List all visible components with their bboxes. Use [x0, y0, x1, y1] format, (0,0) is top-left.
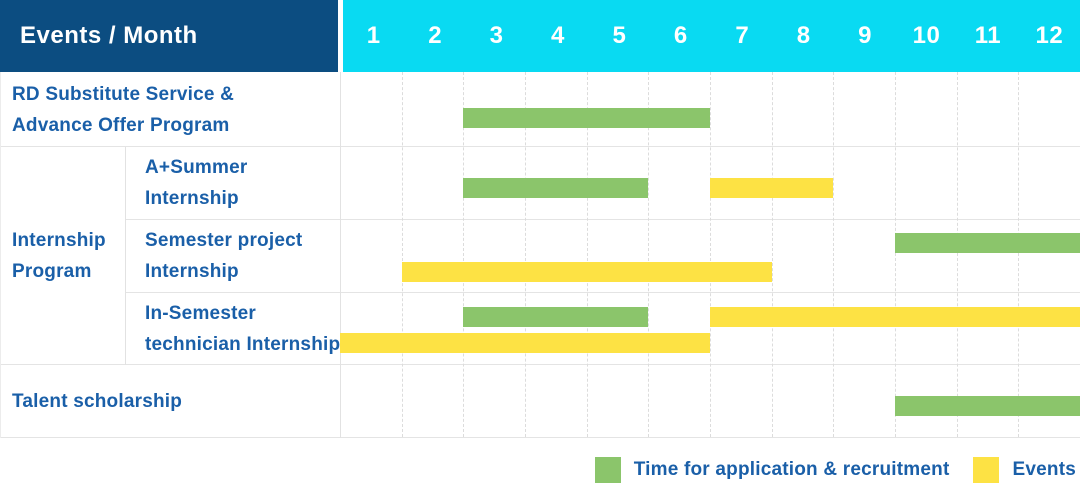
month-label-2: 2 [428, 22, 443, 49]
bar-yellow-row2-m7-m8 [710, 178, 834, 198]
bar-yellow-row4-m7-m12 [710, 307, 1080, 327]
row-divider [0, 146, 1080, 147]
bar-green-row5-m10-m12 [895, 396, 1080, 416]
bar-green-row4-m3-m5 [463, 307, 649, 327]
label-column-divider [125, 147, 126, 365]
row-label-a-summer-internship: A+Summer Internship [145, 157, 248, 209]
bar-green-row2-m3-m5 [463, 178, 649, 198]
header-month-row: 1 2 3 4 5 6 7 8 9 10 11 12 [343, 0, 1080, 72]
group-label-internship-program: Internship Program [12, 230, 106, 282]
legend: Time for application & recruitment Event… [594, 457, 1076, 483]
row-label-talent-scholarship: Talent scholarship [12, 391, 183, 412]
month-label-7: 7 [735, 22, 750, 49]
row-divider [0, 364, 1080, 365]
month-label-6: 6 [673, 22, 688, 49]
month-label-12: 12 [1035, 22, 1064, 49]
row-divider [125, 219, 1080, 220]
bar-green-row1-m3-m6 [463, 108, 710, 128]
legend-item-events: Events [973, 457, 1076, 483]
month-gridline [956, 72, 958, 437]
header-title: Events / Month [20, 22, 198, 49]
legend-item-application: Time for application & recruitment [594, 457, 950, 483]
month-gridline [525, 72, 526, 437]
row-label-in-semester-technician: In-Semester technician Internship [145, 303, 341, 355]
month-gridline [648, 72, 650, 437]
legend-yellow-swatch [973, 457, 1000, 483]
table-left-border [0, 72, 1, 438]
month-label-9: 9 [858, 22, 873, 49]
month-gridline [463, 72, 465, 437]
month-gridline [771, 72, 773, 437]
bar-yellow-row3-m2-m7 [401, 262, 772, 282]
month-gridline [710, 72, 711, 437]
month-label-5: 5 [612, 22, 627, 49]
month-label-1: 1 [366, 22, 381, 49]
month-gridline [833, 72, 835, 437]
table-bottom-border [0, 437, 1080, 438]
bar-green-row3-m10-m12 [895, 233, 1080, 253]
month-label-11: 11 [974, 22, 1002, 49]
month-label-10: 10 [912, 22, 941, 49]
month-gridline [401, 72, 403, 437]
header-events-month-cell: Events / Month [0, 0, 338, 72]
month-gridline [895, 72, 896, 437]
month-gridline [1018, 72, 1020, 437]
legend-yellow-label: Events [1012, 459, 1076, 480]
row-label-semester-project-internship: Semester project Internship [145, 230, 303, 282]
bar-yellow-row4-m1-m6 [340, 333, 710, 353]
month-label-8: 8 [796, 22, 811, 49]
month-label-4: 4 [551, 22, 565, 49]
legend-green-swatch [594, 457, 621, 483]
row-label-rd-substitute: RD Substitute Service & Advance Offer Pr… [12, 83, 235, 136]
legend-green-label: Time for application & recruitment [633, 459, 950, 480]
row-divider [125, 292, 1080, 293]
month-label-3: 3 [489, 22, 504, 49]
month-gridline [586, 72, 588, 437]
chart-left-divider [340, 72, 341, 438]
